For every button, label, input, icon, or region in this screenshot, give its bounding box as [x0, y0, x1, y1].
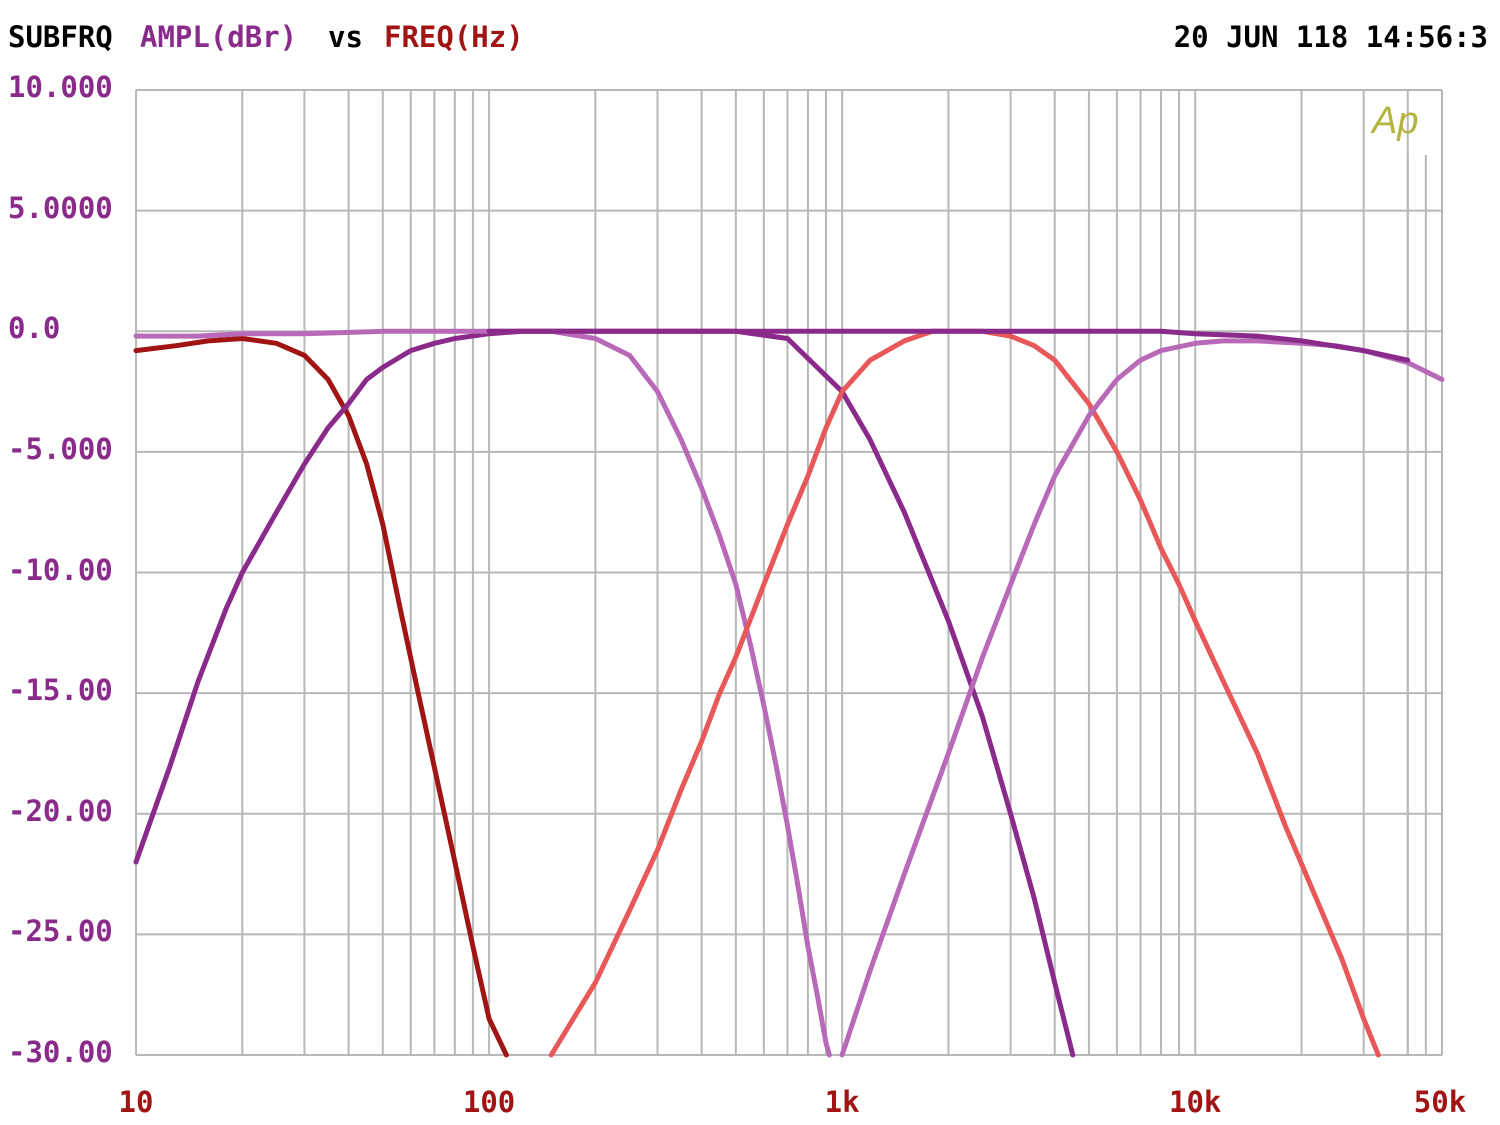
series-line-6 [486, 328, 1411, 363]
series-line-1 [133, 336, 509, 1058]
y-tick-label: -25.00 [8, 914, 113, 949]
x-axis-quantity: FREQ(Hz) [384, 20, 524, 54]
x-tick-label: 10k [1169, 1085, 1222, 1119]
y-tick-label: 0.0 [8, 311, 61, 346]
x-tick-label: 1k [824, 1085, 860, 1119]
y-tick-label: -15.00 [8, 673, 113, 708]
ap-logo: Ap [1370, 100, 1418, 142]
x-tick-label: 100 [462, 1085, 516, 1119]
series-lines [133, 328, 1445, 1058]
y-tick-label: -20.00 [8, 793, 113, 828]
header-vs: vs [328, 20, 363, 54]
y-tick-label: 10.000 [8, 70, 113, 104]
header-prefix: SUBFRQ [8, 20, 113, 54]
y-tick-label: -10.00 [8, 552, 113, 587]
x-tick-label: 50k [1413, 1085, 1467, 1119]
series-line-3 [133, 328, 832, 1058]
series-line-5 [839, 338, 1445, 1058]
y-axis-quantity: AMPL(dBr) [140, 20, 298, 54]
x-tick-label: 10 [118, 1085, 154, 1119]
y-tick-label: -30.00 [8, 1035, 113, 1069]
grid-lines [135, 89, 1443, 1056]
y-tick-label: -5.000 [8, 431, 113, 466]
header-timestamp: 20 JUN 118 14:56:3 [1173, 20, 1488, 54]
y-tick-label: 5.0000 [8, 190, 113, 225]
